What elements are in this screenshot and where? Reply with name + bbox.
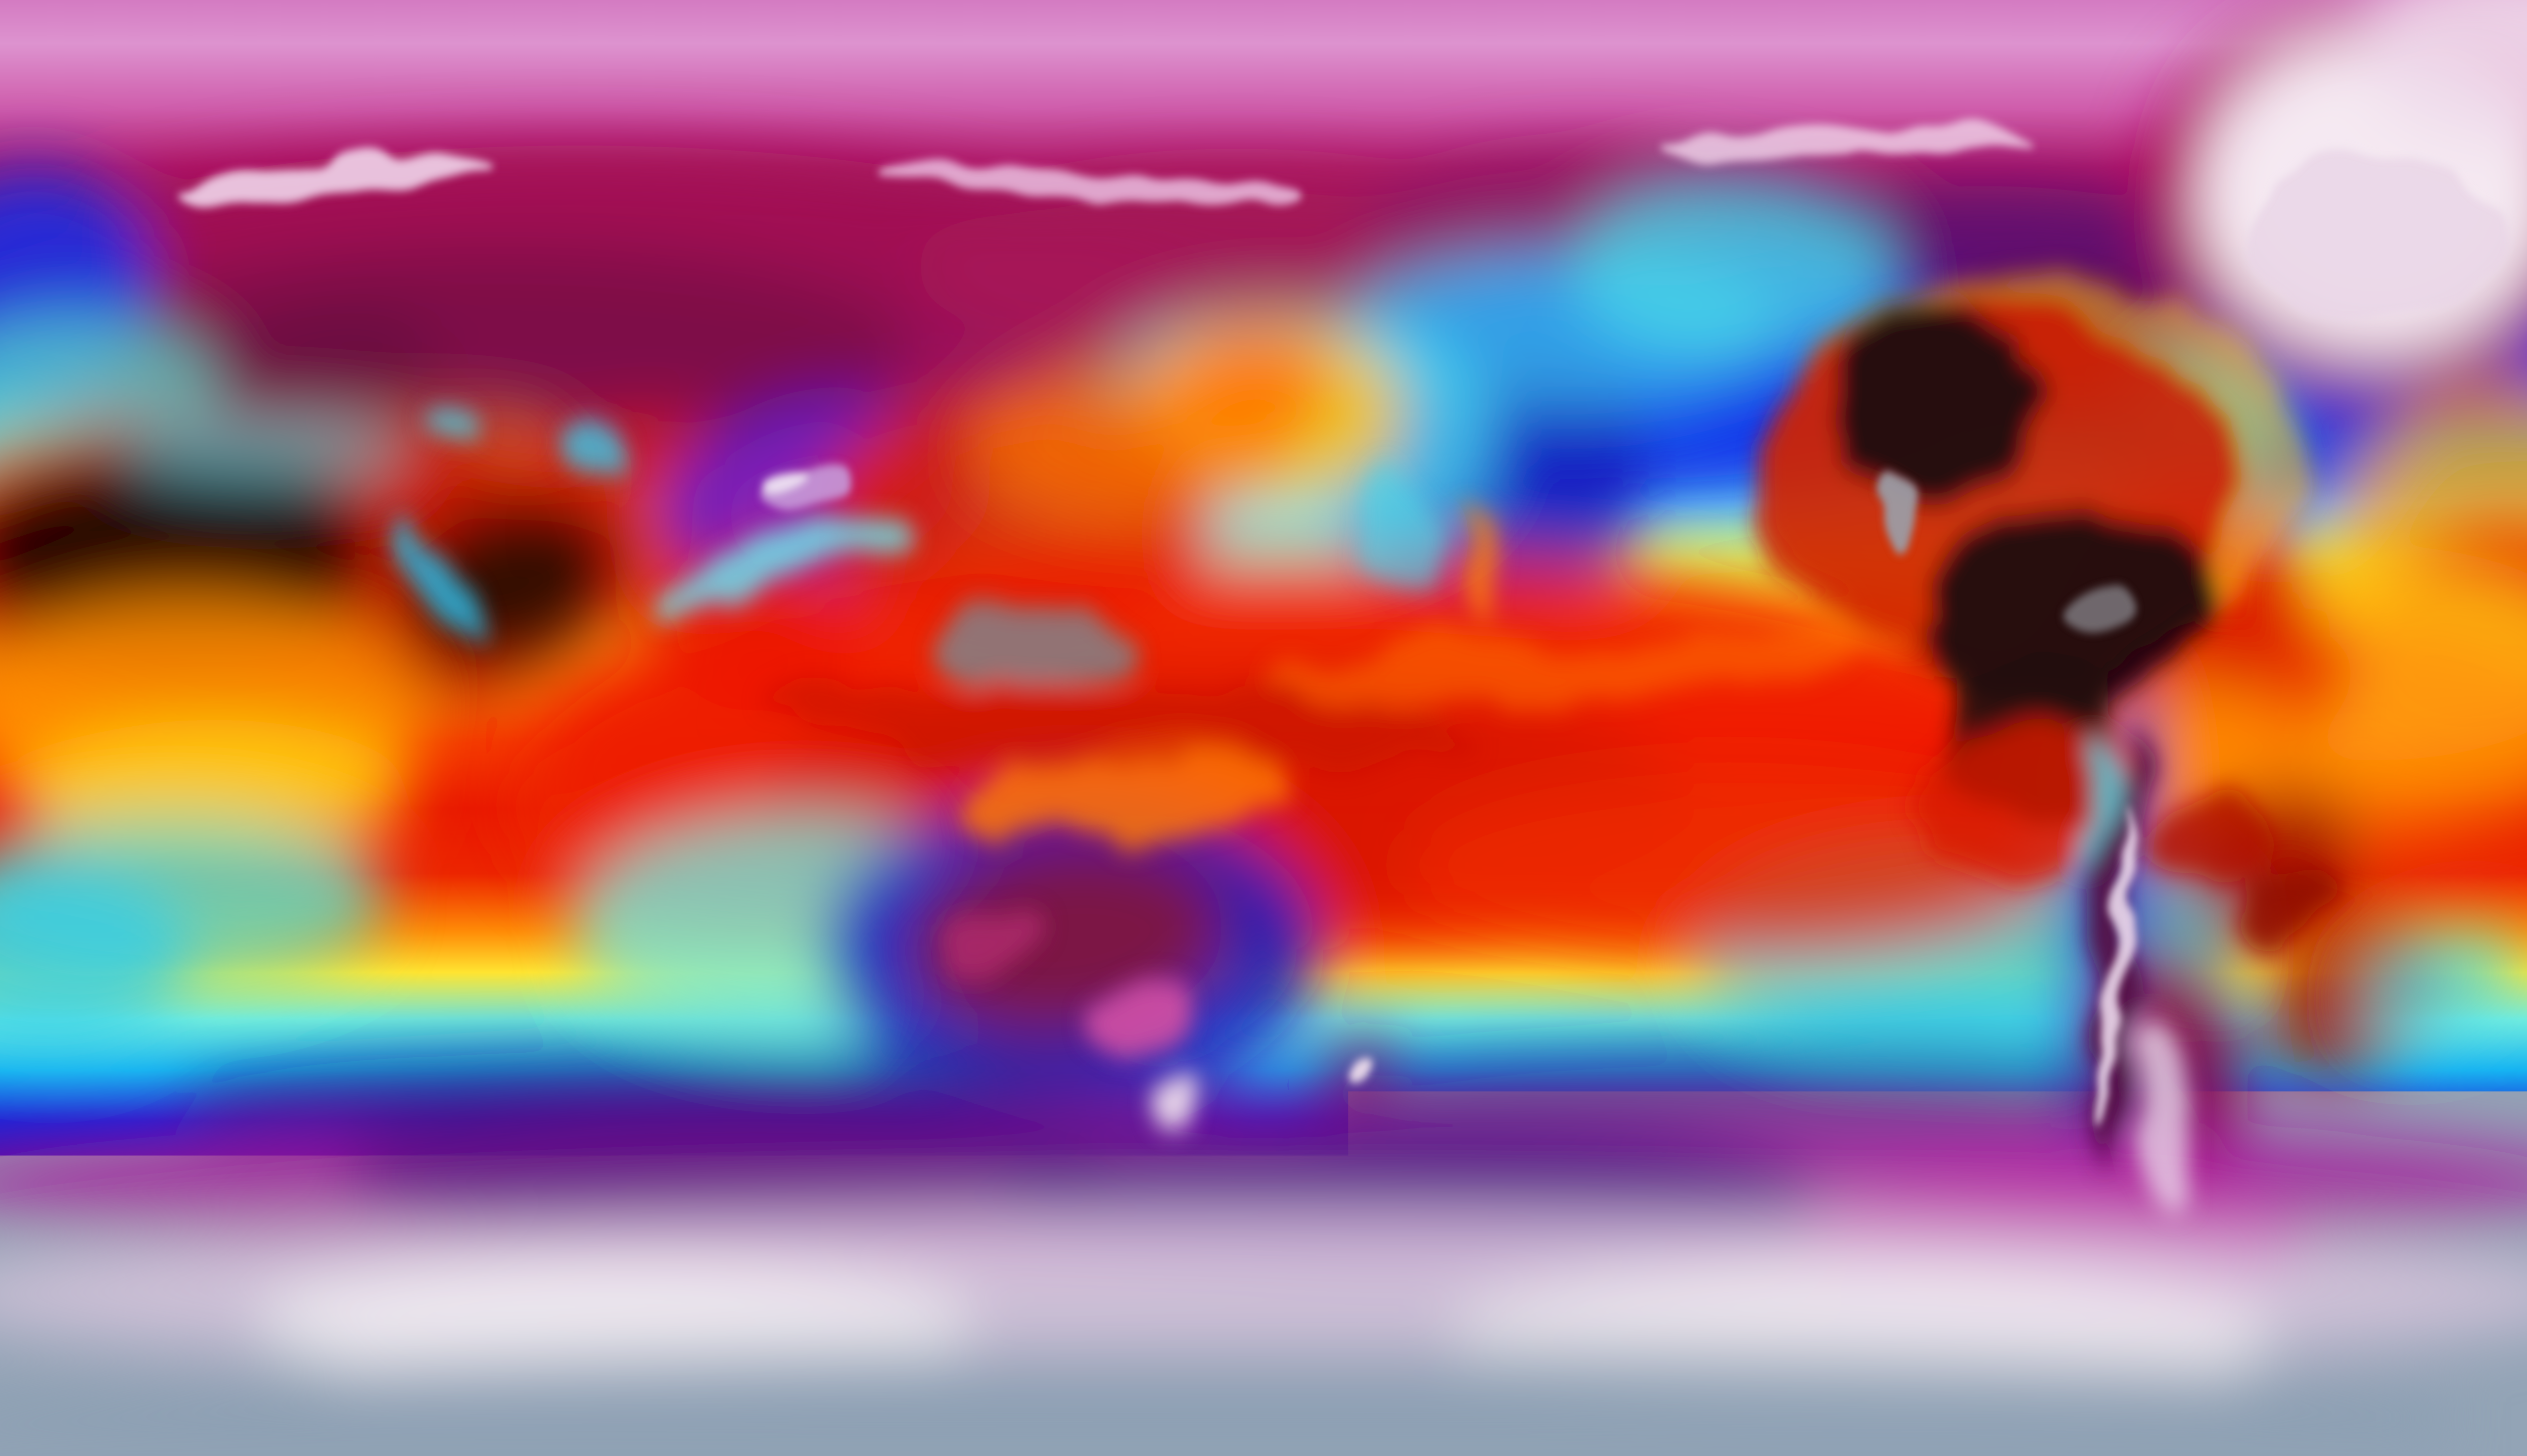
region-australia-pink-spot: [1100, 989, 1181, 1050]
temperature-map-canvas: [0, 0, 2527, 1456]
region-amazon-dark-red-patch: [2159, 801, 2271, 878]
region-black-sea-cyan: [423, 408, 483, 449]
region-greenland-inner-shade: [2250, 154, 2502, 323]
region-indochina-cyan: [923, 606, 1141, 687]
region-caspian-cyan: [549, 420, 616, 477]
region-mediterranean-cyan: [119, 416, 407, 477]
global-temperature-heatmap-svg: [0, 0, 2527, 1456]
region-east-asia-orange: [970, 360, 1293, 522]
region-tasmania-white-spot: [1153, 1092, 1191, 1124]
region-australia-pink-spot-2: [939, 900, 1034, 969]
